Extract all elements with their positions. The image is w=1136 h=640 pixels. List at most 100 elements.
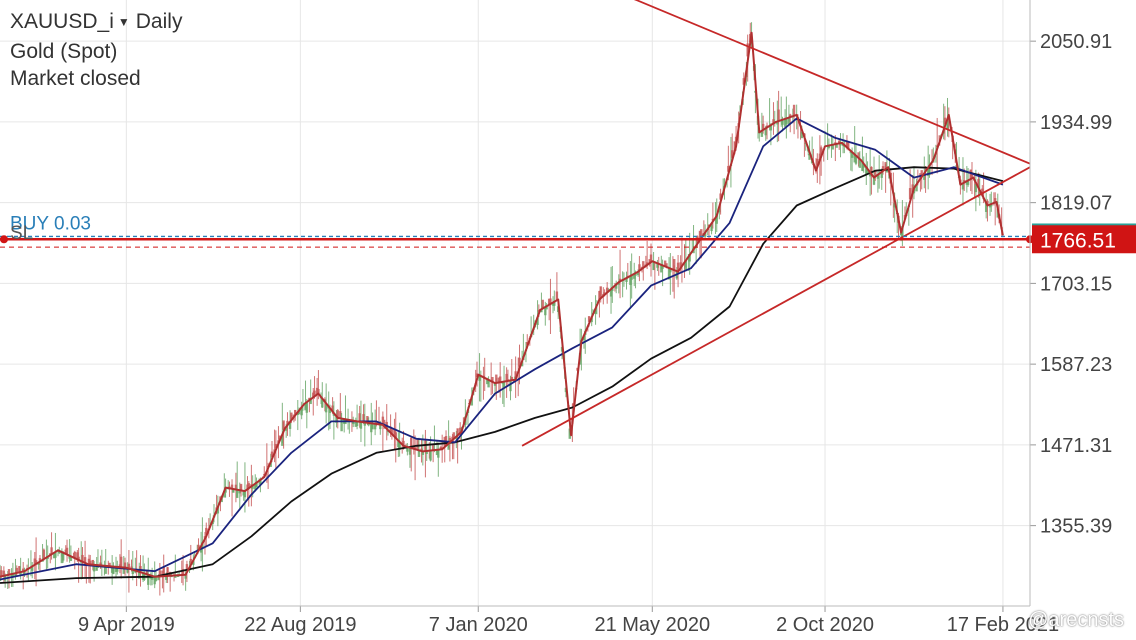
candle-body (294, 409, 297, 415)
chart-title: XAUUSD_i ▼ Daily (10, 10, 182, 34)
candle-body (988, 204, 992, 208)
candle-body (437, 449, 440, 458)
candle-body (18, 566, 21, 573)
candle-body (0, 570, 3, 577)
price-series (0, 31, 1004, 584)
candle-body (981, 188, 984, 196)
candle-body (417, 450, 421, 457)
candle-body (288, 421, 292, 429)
candle-body (965, 181, 969, 185)
y-tick-label: 1587.23 (1040, 354, 1112, 376)
candle-body (872, 177, 876, 185)
candle-body (230, 484, 234, 489)
candle-body (157, 576, 160, 581)
candle-body (827, 145, 831, 148)
candle-body (493, 383, 497, 386)
candle-body (76, 552, 79, 560)
candle-body (300, 407, 303, 416)
timeframe-label[interactable]: Daily (135, 10, 183, 33)
candle-body (398, 442, 401, 450)
candle-body (205, 527, 208, 535)
candle-body (881, 166, 885, 171)
candle-body (727, 165, 730, 172)
candle-body (69, 556, 73, 562)
candle-body (34, 560, 38, 564)
candle-body (158, 570, 162, 577)
candle-body (656, 263, 659, 268)
candle-body (131, 569, 134, 575)
grid (0, 0, 1030, 606)
candle-body (255, 482, 258, 488)
candle-body (174, 575, 177, 578)
candle-body (123, 562, 127, 568)
candle-body (541, 299, 544, 309)
candle-body (661, 265, 664, 269)
candle-body (37, 562, 40, 565)
candle-body (880, 171, 883, 178)
series-line-ma-fast (0, 117, 1004, 581)
candle-body (410, 437, 413, 449)
candle-body (679, 262, 682, 268)
candle-body (926, 167, 930, 176)
candle-body (700, 229, 703, 238)
candle-body (73, 551, 76, 559)
candle-body (328, 408, 332, 413)
candle-body (223, 490, 226, 498)
candle-body (281, 434, 284, 446)
candle-body (402, 440, 405, 446)
candle-body (393, 429, 396, 437)
candle-body (425, 450, 428, 454)
candle-body (247, 483, 250, 488)
candle-body (104, 565, 107, 574)
x-tick-label: 2 Oct 2020 (776, 614, 874, 636)
candle-body (284, 426, 288, 431)
candle-body (835, 143, 838, 148)
candle-body (509, 380, 512, 392)
candle-body (839, 142, 842, 146)
candle-body (259, 479, 262, 485)
candle-body (448, 437, 452, 442)
candle-body (390, 429, 394, 435)
candle-body (305, 401, 309, 413)
candle-body (92, 564, 96, 572)
candle-body (358, 413, 361, 422)
dropdown-arrow-icon[interactable]: ▼ (117, 15, 130, 29)
candle-body (370, 423, 373, 433)
candle-body (865, 167, 868, 175)
candle-body (313, 390, 316, 396)
candle-body (518, 357, 521, 367)
candle-body (42, 549, 46, 559)
candle-body (943, 117, 947, 125)
candle-body (309, 398, 312, 405)
candle-body (870, 166, 873, 176)
candle-body (14, 573, 17, 577)
candle-body (406, 447, 409, 452)
candle-body (536, 317, 539, 325)
candle-body (234, 484, 238, 490)
candle-body (853, 154, 856, 163)
candle-body (340, 418, 343, 432)
candle-body (429, 450, 432, 461)
x-tick-label: 22 Aug 2019 (244, 614, 356, 636)
candle-body (731, 150, 734, 158)
candle-body (669, 268, 672, 273)
candle-body (491, 377, 494, 383)
candle-body (920, 170, 923, 176)
symbol-label[interactable]: XAUUSD_i (10, 10, 114, 33)
candle-body (110, 566, 114, 573)
candle-body (278, 435, 281, 440)
candle-body (970, 174, 974, 178)
candle-body (769, 124, 773, 131)
candle-body (547, 298, 551, 305)
axes: 2050.91 1934.99 1819.07 1703.15 1587.23 1471.… (0, 0, 1112, 636)
candle-body (710, 223, 713, 232)
candle-body (366, 416, 369, 423)
candlestick-bars (0, 22, 1003, 596)
candle-body (587, 316, 591, 322)
candle-body (22, 568, 25, 572)
candle-body (808, 153, 811, 160)
candle-body (65, 547, 69, 555)
candle-body (838, 140, 841, 144)
candle-body (688, 254, 691, 262)
